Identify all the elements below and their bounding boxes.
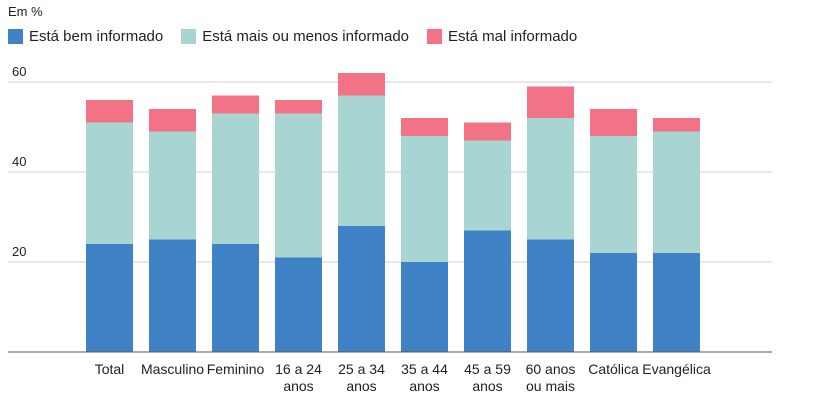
bar-5-series-1: [401, 136, 448, 262]
legend-swatch-2: [427, 29, 442, 44]
unit-label: Em %: [8, 4, 43, 19]
bar-1-series-0: [149, 239, 196, 352]
bar-0-series-1: [86, 122, 133, 244]
x-tick-label-8: Católica: [588, 361, 639, 377]
y-tick-label-2: 60: [12, 64, 26, 79]
bar-8-series-2: [590, 109, 637, 136]
bar-9-series-1: [653, 131, 700, 253]
x-tick-label-3-line-1: anos: [283, 378, 313, 394]
x-tick-label-0-line-0: Total: [95, 361, 125, 377]
bar-1-series-1: [149, 131, 196, 240]
x-tick-label-1-line-0: Masculino: [141, 361, 204, 377]
y-tick-label-1: 40: [12, 154, 26, 169]
x-tick-label-7-line-0: 60 anos: [526, 361, 576, 377]
bar-7-series-1: [527, 118, 574, 240]
x-tick-label-2-line-0: Feminino: [207, 361, 265, 377]
legend-label-1: Está mais ou menos informado: [202, 28, 409, 45]
x-tick-label-5: 35 a 44 anos: [401, 361, 448, 394]
bar-3-series-0: [275, 257, 322, 352]
bar-3-series-1: [275, 113, 322, 258]
legend-swatch-0: [8, 29, 23, 44]
x-tick-label-9-line-0: Evangélica: [642, 361, 711, 377]
x-tick-label-4-line-1: anos: [346, 378, 376, 394]
bar-4-series-1: [338, 95, 385, 226]
x-tick-label-9: Evangélica: [642, 361, 711, 377]
x-tick-label-6-line-0: 45 a 59: [464, 361, 511, 377]
x-tick-label-1: Masculino: [141, 361, 204, 377]
bar-2-series-1: [212, 113, 259, 244]
legend: Está bem informado Está mais ou menos inf…: [8, 28, 577, 45]
legend-item-1: Está mais ou menos informado: [181, 28, 409, 45]
x-tick-label-7-line-1: ou mais: [526, 378, 575, 394]
x-tick-label-7: 60 anos ou mais: [526, 361, 576, 394]
x-tick-label-3: 16 a 24 anos: [275, 361, 322, 394]
bar-9-series-0: [653, 253, 700, 352]
bar-5-series-2: [401, 118, 448, 136]
legend-label-0: Está bem informado: [29, 28, 164, 45]
x-tick-label-6: 45 a 59 anos: [464, 361, 511, 394]
bar-7-series-2: [527, 86, 574, 118]
x-tick-label-0: Total: [95, 361, 125, 377]
bar-4-series-0: [338, 226, 385, 352]
bar-6-series-1: [464, 140, 511, 231]
bar-8-series-0: [590, 253, 637, 352]
x-tick-label-8-line-0: Católica: [588, 361, 639, 377]
bar-5-series-0: [401, 262, 448, 352]
bar-4-series-2: [338, 73, 385, 96]
legend-label-2: Está mal informado: [448, 28, 578, 45]
bar-7-series-0: [527, 239, 574, 352]
bar-1-series-2: [149, 109, 196, 132]
bar-0-series-2: [86, 100, 133, 123]
x-tick-label-4: 25 a 34 anos: [338, 361, 385, 394]
legend-item-2: Está mal informado: [427, 28, 577, 45]
bar-9-series-2: [653, 118, 700, 132]
bar-6-series-2: [464, 122, 511, 141]
legend-swatch-1: [181, 29, 197, 44]
x-tick-label-2: Feminino: [207, 361, 265, 377]
x-tick-label-6-line-1: anos: [472, 378, 502, 394]
bar-8-series-1: [590, 136, 637, 253]
x-tick-label-4-line-0: 25 a 34: [338, 361, 385, 377]
legend-item-0: Está bem informado: [8, 28, 163, 45]
bar-6-series-0: [464, 230, 511, 352]
x-tick-label-5-line-1: anos: [409, 378, 439, 394]
bar-3-series-2: [275, 100, 322, 114]
x-tick-label-3-line-0: 16 a 24: [275, 361, 322, 377]
x-tick-label-5-line-0: 35 a 44: [401, 361, 448, 377]
bar-0-series-0: [86, 244, 133, 352]
bar-2-series-2: [212, 95, 259, 114]
bar-2-series-0: [212, 244, 259, 352]
y-tick-label-0: 20: [12, 244, 26, 259]
